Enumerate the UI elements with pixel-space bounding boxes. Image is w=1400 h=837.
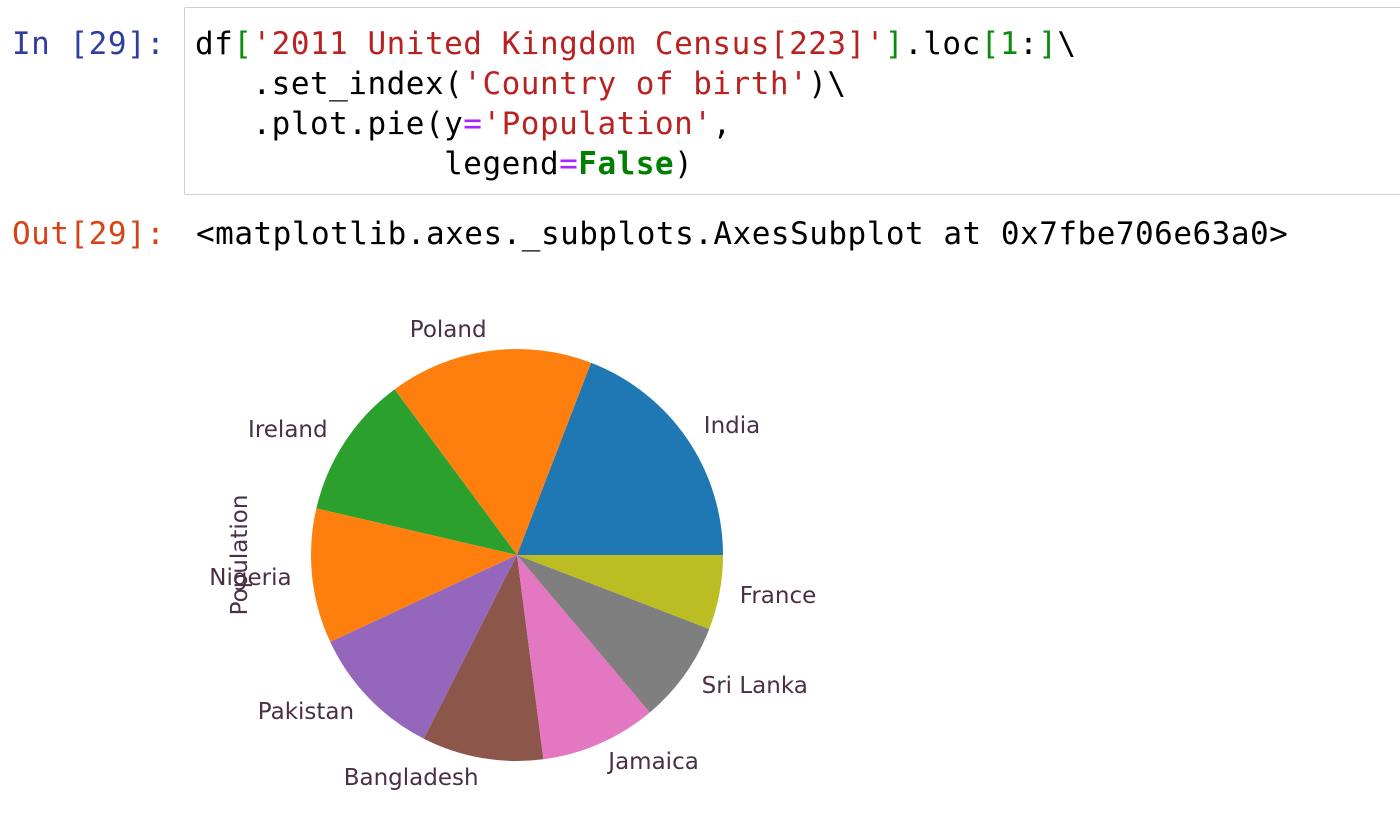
pie-slice-label: Bangladesh	[344, 765, 479, 791]
pie-slice-label: Ireland	[248, 417, 328, 443]
pie-slice-label: Nigeria	[209, 565, 291, 591]
pie-slice	[517, 555, 650, 760]
code-token: )\	[808, 66, 847, 102]
y-axis-label: Population	[227, 495, 253, 616]
code-token: 'Population'	[482, 106, 713, 142]
code-token: '2011 United Kingdom Census[223]'	[252, 26, 885, 62]
pie-slice-label: Sri Lanka	[702, 673, 808, 699]
code-token: .loc	[904, 26, 981, 62]
code-token: [	[980, 26, 1000, 62]
pie-slice-label: Pakistan	[258, 699, 354, 725]
pie-slice	[316, 389, 517, 555]
code-token: [	[233, 26, 253, 62]
code-token: ,	[712, 106, 732, 142]
pie-slice	[517, 362, 723, 555]
pie-slice	[517, 555, 710, 713]
code-token: =	[463, 106, 483, 142]
code-line: .plot.pie(y='Population',	[195, 104, 1077, 144]
code-token: :	[1019, 26, 1039, 62]
pie-slice	[517, 555, 723, 630]
output-text: <matplotlib.axes._subplots.AxesSubplot a…	[196, 216, 1289, 252]
code-token: .set_index(	[195, 66, 464, 102]
code-editor[interactable]: df['2011 United Kingdom Census[223]'].lo…	[195, 24, 1077, 184]
code-token: 'Country of birth'	[463, 66, 809, 102]
code-token: .plot.pie(y	[195, 106, 464, 142]
pie-slice-label: India	[704, 413, 760, 439]
code-line: .set_index('Country of birth')\	[195, 64, 1077, 104]
pie-slice	[394, 349, 592, 555]
code-line: legend=False)	[195, 144, 1077, 184]
code-token: legend	[195, 146, 560, 182]
pie-slice	[423, 555, 544, 761]
input-prompt: In [29]:	[12, 26, 166, 62]
pie-slice-label: Poland	[410, 317, 487, 343]
code-token: =	[559, 146, 579, 182]
code-token: \	[1057, 26, 1077, 62]
pie-slice-label: France	[740, 583, 816, 609]
pie-chart: India Poland Ireland Nigeria Pakistan Banglad…	[209, 317, 816, 791]
output-prompt: Out[29]:	[12, 216, 166, 252]
pie-slice	[330, 555, 517, 739]
pie-slice-label: Jamaica	[606, 749, 699, 775]
code-input-cell[interactable]: df['2011 United Kingdom Census[223]'].lo…	[184, 7, 1400, 195]
code-token: ]	[884, 26, 905, 62]
code-token: 1	[999, 26, 1020, 62]
code-token: ]	[1038, 26, 1058, 62]
code-token: df	[195, 26, 234, 62]
code-line: df['2011 United Kingdom Census[223]'].lo…	[195, 24, 1077, 64]
pie-chart-output: India Poland Ireland Nigeria Pakistan Banglad…	[0, 280, 1400, 837]
code-token: False	[578, 146, 675, 182]
code-token: )	[674, 146, 694, 182]
pie-slice	[310, 508, 517, 642]
